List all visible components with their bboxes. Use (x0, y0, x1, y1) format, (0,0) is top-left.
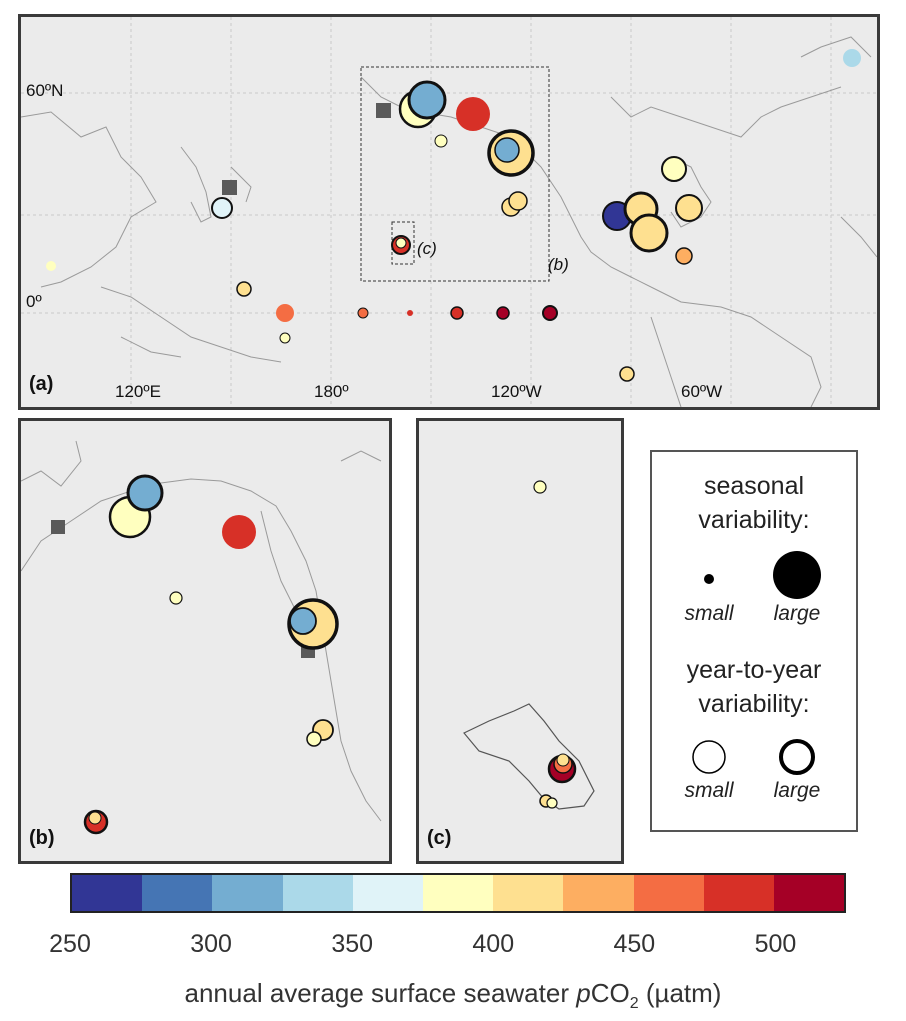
legend-small-dot (704, 574, 714, 584)
legend-yty-title-1: year-to-year (686, 656, 822, 684)
oahu-coastline (463, 703, 595, 810)
colorbar-swatch (703, 875, 774, 911)
colorbar-label: annual average surface seawater pCO2 (µa… (0, 978, 906, 1013)
colorbar-tick-label: 350 (331, 930, 374, 958)
colorbar-swatch (422, 875, 494, 911)
colorbar-tick-label: 250 (49, 930, 91, 958)
data-circles-c (533, 480, 577, 809)
legend-seasonal-title-1: seasonal (703, 472, 805, 500)
legend-thin-ring (692, 740, 726, 774)
inset-b-label: (b) (548, 255, 569, 274)
colorbar-swatch (72, 875, 143, 911)
colorbar-swatch (493, 875, 564, 911)
legend-yty-title-2: variability: (698, 690, 810, 718)
legend-thick-ring (779, 739, 815, 775)
panel-c-label: (c) (427, 827, 452, 849)
inset-b-box (360, 66, 550, 282)
data-circles (46, 49, 861, 382)
colorbar-swatch (773, 875, 845, 911)
size-legend: seasonal variability: small large year-t… (650, 450, 858, 832)
colorbar-swatch (563, 875, 634, 911)
panel-b-label: (b) (29, 827, 55, 849)
lat-label-0: 0º (26, 292, 42, 311)
legend-yty-small: small (684, 779, 734, 802)
lon-label-120e: 120ºE (115, 382, 161, 401)
colorbar-label-post: (µatm) (638, 978, 722, 1008)
legend-yty-large: large (773, 779, 821, 802)
legend-seasonal-symbols (704, 551, 821, 599)
colorbar-tick-label: 450 (613, 930, 656, 958)
colorbar-tick-label: 400 (472, 930, 515, 958)
colorbar-swatch (212, 875, 283, 911)
colorbar-tick-label: 500 (754, 930, 797, 958)
panel-a-label: (a) (29, 373, 54, 395)
graticule (21, 17, 877, 407)
panel-b-svg (21, 440, 382, 835)
legend-seasonal-large: large (773, 602, 821, 625)
legend-large-dot (773, 551, 821, 599)
lon-label-120w: 120ºW (491, 382, 542, 401)
colorbar-tick-label: 300 (190, 930, 232, 958)
panel-b-map: (b) (18, 418, 392, 864)
station-marker-b1 (51, 520, 65, 534)
panel-a-map: 60ºN 0º 120ºE 180º 120ºW 60ºW (b) (c) (a… (18, 14, 880, 410)
panel-c-map: (c) (416, 418, 624, 864)
colorbar (70, 873, 846, 913)
colorbar-swatch (282, 875, 353, 911)
legend-seasonal-small: small (684, 602, 734, 625)
legend-seasonal-title-2: variability: (698, 506, 810, 534)
colorbar-swatch (352, 875, 423, 911)
colorbar-label-pre: annual average surface seawater (184, 978, 577, 1008)
colorbar-label-p: p (576, 978, 591, 1008)
legend-yty-symbols (692, 739, 815, 775)
coastlines (21, 36, 877, 407)
data-circles-b (83, 474, 339, 835)
colorbar-swatch (142, 875, 213, 911)
inset-c-label: (c) (417, 239, 437, 258)
panel-a-svg (21, 17, 877, 407)
lon-label-180: 180º (314, 382, 349, 401)
panel-c-svg (463, 480, 595, 810)
lat-label-60n: 60ºN (26, 81, 64, 100)
colorbar-label-co: CO (590, 978, 630, 1008)
lon-label-60w: 60ºW (681, 382, 723, 401)
colorbar-label-sub: 2 (629, 995, 639, 1013)
colorbar-swatch (633, 875, 704, 911)
